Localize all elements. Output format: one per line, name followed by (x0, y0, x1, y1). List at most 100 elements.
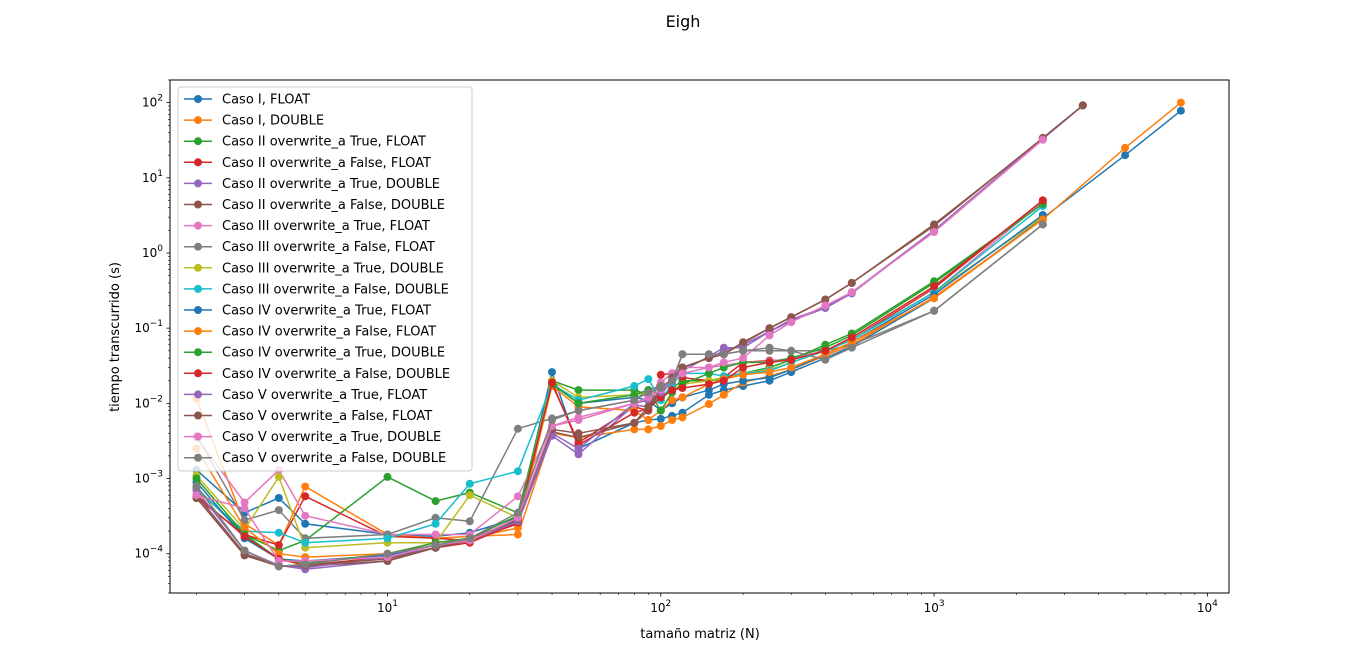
legend-label: Caso V overwrite_a True, FLOAT (222, 388, 427, 403)
data-point (644, 425, 653, 434)
data-point (787, 346, 796, 355)
legend-label: Caso IV overwrite_a False, DOUBLE (222, 367, 450, 382)
legend-label: Caso II overwrite_a False, FLOAT (222, 156, 431, 171)
data-point (240, 498, 249, 507)
data-point (644, 416, 653, 424)
data-point (1121, 143, 1130, 152)
y-tick-label: 100 (142, 244, 163, 260)
data-point (630, 408, 639, 417)
legend-entry: Caso III overwrite_a True, DOUBLE (184, 261, 444, 276)
legend-entry: Caso V overwrite_a False, DOUBLE (184, 451, 446, 466)
legend-label: Caso IV overwrite_a False, FLOAT (222, 325, 436, 340)
data-point (240, 504, 249, 513)
x-tick-label: 102 (650, 599, 671, 615)
data-point (513, 530, 522, 539)
data-point (1038, 196, 1047, 205)
data-point (301, 519, 310, 528)
data-point (383, 549, 392, 558)
data-point (1038, 135, 1047, 144)
legend-marker (194, 263, 202, 272)
data-point (1176, 98, 1185, 107)
data-point (668, 416, 677, 424)
data-point (574, 444, 583, 453)
data-point (739, 370, 748, 379)
legend-marker (194, 137, 202, 146)
data-point (301, 492, 310, 501)
legend-label: Caso III overwrite_a True, FLOAT (222, 219, 430, 234)
data-point (668, 396, 677, 405)
legend-label: Caso I, DOUBLE (222, 114, 324, 129)
data-point (240, 523, 249, 532)
data-point (383, 534, 392, 543)
series-line-16 (196, 139, 1044, 562)
data-point (383, 472, 392, 481)
y-tick-label: 10−2 (134, 394, 163, 410)
data-point (1038, 220, 1047, 229)
series-line-7 (195, 223, 1044, 540)
series-line-11 (195, 218, 1044, 558)
legend-label: Caso III overwrite_a False, DOUBLE (222, 282, 449, 297)
data-point (192, 474, 201, 483)
data-point (678, 369, 687, 378)
data-point (274, 528, 283, 537)
data-point (465, 479, 474, 488)
legend-label: Caso V overwrite_a True, DOUBLE (222, 430, 441, 445)
data-point (574, 413, 583, 422)
data-point (431, 530, 440, 539)
data-point (765, 368, 774, 377)
data-point (678, 384, 687, 392)
data-point (630, 396, 639, 405)
data-point (1176, 106, 1185, 115)
legend-entry: Caso III overwrite_a True, FLOAT (184, 219, 430, 234)
data-point (930, 294, 939, 303)
data-point (644, 402, 653, 411)
legend-entry: Caso II overwrite_a True, FLOAT (184, 135, 426, 150)
data-point (574, 450, 583, 459)
legend-entry: Caso IV overwrite_a True, DOUBLE (184, 346, 445, 361)
data-point (678, 363, 687, 372)
legend-entry: Caso IV overwrite_a True, FLOAT (184, 304, 431, 319)
data-point (240, 516, 249, 525)
data-point (719, 358, 728, 367)
legend-entry: Caso V overwrite_a True, FLOAT (184, 388, 427, 403)
legend-marker (194, 242, 202, 251)
legend-label: Caso IV overwrite_a True, FLOAT (222, 304, 431, 319)
data-point (719, 390, 728, 399)
data-point (513, 424, 522, 433)
legend-marker (194, 453, 202, 462)
data-point (1121, 151, 1130, 160)
legend-marker (194, 95, 202, 103)
data-point (739, 363, 748, 372)
y-tick-label: 10−1 (134, 319, 163, 335)
data-point (719, 376, 728, 385)
data-point (739, 354, 748, 363)
data-point (739, 376, 748, 385)
data-point (465, 491, 474, 500)
legend-entry: Caso V overwrite_a False, FLOAT (184, 409, 432, 424)
legend-marker (194, 411, 202, 420)
data-point (765, 324, 774, 333)
data-point (274, 506, 283, 515)
legend-marker (194, 369, 202, 378)
legend-label: Caso IV overwrite_a True, DOUBLE (222, 346, 445, 361)
data-point (821, 355, 830, 364)
data-point (431, 513, 440, 522)
series-line-17 (195, 223, 1044, 568)
data-point (704, 400, 713, 408)
legend-marker (194, 284, 202, 293)
legend-label: Caso I, FLOAT (222, 93, 310, 108)
data-point (765, 358, 774, 367)
legend-marker (194, 158, 202, 167)
legend-label: Caso II overwrite_a True, FLOAT (222, 135, 426, 150)
legend-label: Caso II overwrite_a True, DOUBLE (222, 177, 440, 192)
data-point (821, 346, 830, 355)
legend-marker (194, 306, 202, 314)
data-point (274, 541, 283, 550)
data-point (765, 343, 774, 352)
data-point (431, 541, 440, 550)
legend-entry: Caso IV overwrite_a False, FLOAT (184, 325, 436, 340)
legend-label: Caso III overwrite_a False, FLOAT (222, 240, 435, 255)
data-point (513, 508, 522, 517)
legend-entry: Caso II overwrite_a False, DOUBLE (184, 198, 445, 213)
data-point (765, 373, 774, 382)
